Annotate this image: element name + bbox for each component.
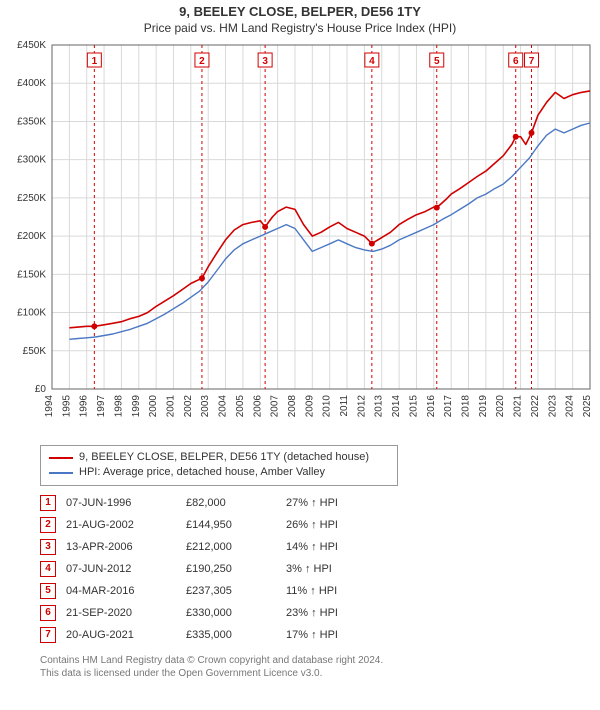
tx-date: 20-AUG-2021 xyxy=(66,624,186,646)
tx-pct: 26% ↑ HPI xyxy=(286,514,348,536)
svg-text:2: 2 xyxy=(199,56,205,67)
legend-label: HPI: Average price, detached house, Ambe… xyxy=(79,465,325,480)
tx-pct: 27% ↑ HPI xyxy=(286,492,348,514)
svg-text:2021: 2021 xyxy=(513,395,524,418)
svg-text:2013: 2013 xyxy=(374,395,385,418)
svg-text:5: 5 xyxy=(434,56,440,67)
tx-date: 07-JUN-1996 xyxy=(66,492,186,514)
svg-text:2001: 2001 xyxy=(165,395,176,418)
page-subtitle: Price paid vs. HM Land Registry's House … xyxy=(0,19,600,39)
footnote: Contains HM Land Registry data © Crown c… xyxy=(40,654,600,680)
svg-text:4: 4 xyxy=(369,56,375,67)
svg-text:£350K: £350K xyxy=(17,116,46,127)
footnote-line-1: Contains HM Land Registry data © Crown c… xyxy=(40,654,600,667)
legend-label: 9, BEELEY CLOSE, BELPER, DE56 1TY (detac… xyxy=(79,450,369,465)
tx-price: £237,305 xyxy=(186,580,286,602)
legend-swatch xyxy=(49,457,73,459)
table-row: 7 20-AUG-2021£335,00017% ↑ HPI xyxy=(40,624,348,646)
page-title: 9, BEELEY CLOSE, BELPER, DE56 1TY xyxy=(0,0,600,19)
tx-date: 07-JUN-2012 xyxy=(66,558,186,580)
tx-pct: 17% ↑ HPI xyxy=(286,624,348,646)
svg-text:2000: 2000 xyxy=(148,395,159,418)
svg-text:£200K: £200K xyxy=(17,231,46,242)
table-row: 4 07-JUN-2012£190,2503% ↑ HPI xyxy=(40,558,348,580)
price-chart: £0 £50K £100K £150K £200K £250K £300K £350K £400… xyxy=(0,39,600,439)
legend-swatch xyxy=(49,472,73,474)
svg-text:7: 7 xyxy=(529,56,535,67)
svg-text:2010: 2010 xyxy=(322,395,333,418)
tx-badge: 3 xyxy=(40,539,56,555)
tx-badge: 7 xyxy=(40,627,56,643)
chart-svg: £0 £50K £100K £150K £200K £250K £300K £350K £400… xyxy=(0,39,600,439)
table-row: 2 21-AUG-2002£144,95026% ↑ HPI xyxy=(40,514,348,536)
legend-row: HPI: Average price, detached house, Ambe… xyxy=(49,465,389,480)
svg-text:2011: 2011 xyxy=(339,395,350,417)
svg-text:2002: 2002 xyxy=(183,395,194,418)
svg-text:2022: 2022 xyxy=(530,395,541,418)
svg-text:2006: 2006 xyxy=(252,395,263,418)
transactions-table: 1 07-JUN-1996£82,00027% ↑ HPI 2 21-AUG-2002… xyxy=(40,492,348,646)
svg-text:1994: 1994 xyxy=(44,395,55,418)
tx-date: 13-APR-2006 xyxy=(66,536,186,558)
tx-date: 21-SEP-2020 xyxy=(66,602,186,624)
tx-badge: 4 xyxy=(40,561,56,577)
svg-text:2015: 2015 xyxy=(408,395,419,418)
svg-text:2023: 2023 xyxy=(547,395,558,418)
tx-date: 21-AUG-2002 xyxy=(66,514,186,536)
svg-text:2014: 2014 xyxy=(391,395,402,418)
tx-price: £335,000 xyxy=(186,624,286,646)
svg-text:£100K: £100K xyxy=(17,308,46,319)
svg-text:1998: 1998 xyxy=(113,395,124,418)
tx-badge: 2 xyxy=(40,517,56,533)
svg-text:2016: 2016 xyxy=(426,395,437,418)
table-row: 3 13-APR-2006£212,00014% ↑ HPI xyxy=(40,536,348,558)
svg-text:£450K: £450K xyxy=(17,40,46,51)
tx-pct: 23% ↑ HPI xyxy=(286,602,348,624)
svg-text:6: 6 xyxy=(513,56,519,67)
svg-text:2020: 2020 xyxy=(495,395,506,418)
tx-badge: 6 xyxy=(40,605,56,621)
svg-text:2024: 2024 xyxy=(565,395,576,418)
tx-date: 04-MAR-2016 xyxy=(66,580,186,602)
svg-text:2017: 2017 xyxy=(443,395,454,418)
svg-text:1995: 1995 xyxy=(61,395,72,418)
svg-text:2019: 2019 xyxy=(478,395,489,418)
svg-text:£400K: £400K xyxy=(17,78,46,89)
tx-pct: 14% ↑ HPI xyxy=(286,536,348,558)
svg-text:£0: £0 xyxy=(35,384,47,395)
svg-text:2018: 2018 xyxy=(461,395,472,418)
legend: 9, BEELEY CLOSE, BELPER, DE56 1TY (detac… xyxy=(40,445,398,486)
table-row: 6 21-SEP-2020£330,00023% ↑ HPI xyxy=(40,602,348,624)
svg-text:2007: 2007 xyxy=(270,395,281,418)
tx-badge: 5 xyxy=(40,583,56,599)
tx-price: £144,950 xyxy=(186,514,286,536)
svg-text:£300K: £300K xyxy=(17,155,46,166)
svg-text:2009: 2009 xyxy=(304,395,315,418)
svg-text:1997: 1997 xyxy=(96,395,107,418)
legend-row: 9, BEELEY CLOSE, BELPER, DE56 1TY (detac… xyxy=(49,450,389,465)
svg-text:2005: 2005 xyxy=(235,395,246,418)
svg-text:1: 1 xyxy=(92,56,98,67)
svg-text:2008: 2008 xyxy=(287,395,298,418)
svg-text:2025: 2025 xyxy=(582,395,593,418)
svg-text:3: 3 xyxy=(262,56,268,67)
tx-price: £330,000 xyxy=(186,602,286,624)
footnote-line-2: This data is licensed under the Open Gov… xyxy=(40,667,600,680)
svg-text:£50K: £50K xyxy=(23,346,47,357)
svg-text:1996: 1996 xyxy=(79,395,90,418)
svg-text:2003: 2003 xyxy=(200,395,211,418)
svg-text:1999: 1999 xyxy=(131,395,142,418)
tx-price: £82,000 xyxy=(186,492,286,514)
svg-text:£150K: £150K xyxy=(17,269,46,280)
tx-badge: 1 xyxy=(40,495,56,511)
tx-price: £190,250 xyxy=(186,558,286,580)
tx-price: £212,000 xyxy=(186,536,286,558)
svg-text:2004: 2004 xyxy=(218,395,229,418)
table-row: 1 07-JUN-1996£82,00027% ↑ HPI xyxy=(40,492,348,514)
tx-pct: 11% ↑ HPI xyxy=(286,580,348,602)
svg-text:£250K: £250K xyxy=(17,193,46,204)
svg-text:2012: 2012 xyxy=(356,395,367,418)
table-row: 5 04-MAR-2016£237,30511% ↑ HPI xyxy=(40,580,348,602)
tx-pct: 3% ↑ HPI xyxy=(286,558,348,580)
